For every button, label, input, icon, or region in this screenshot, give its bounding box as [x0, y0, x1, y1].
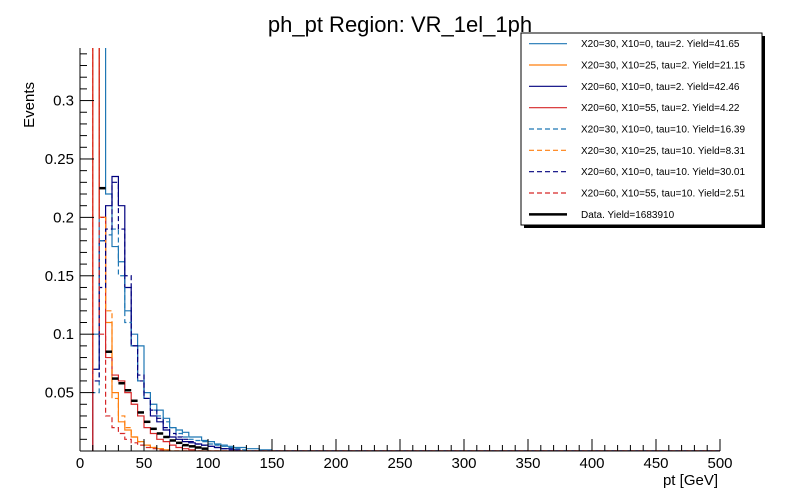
x-tick-label: 250 — [387, 455, 412, 472]
y-tick-label: 0.1 — [53, 326, 74, 343]
legend: X20=30, X10=0, tau=2. Yield=41.65 X20=30,… — [520, 32, 765, 228]
x-tick-label: 300 — [451, 455, 476, 472]
x-tick-label: 0 — [76, 455, 84, 472]
legend-entry-label: X20=30, X10=0, tau=2. Yield=41.65 — [581, 39, 740, 50]
y-tick-label: 0.3 — [53, 93, 74, 110]
series-line-7 — [92, 181, 720, 451]
y-axis-label: Events — [21, 82, 38, 128]
y-tick-label: 0.25 — [45, 151, 74, 168]
x-tick-label: 50 — [136, 455, 153, 472]
y-tick-label: 0.15 — [45, 268, 74, 285]
chart-title: ph_pt Region: VR_1el_1ph — [268, 12, 532, 37]
legend-entry-label: X20=60, X10=55, tau=10. Yield=2.51 — [581, 189, 745, 200]
axes: 0 50 100 150 200 250 300 350 400 450 500 0.05 0.1 0.1… — [45, 48, 733, 472]
legend-entry-label: X20=30, X10=25, tau=2. Yield=21.15 — [581, 61, 745, 72]
legend-entry-label: X20=30, X10=0, tau=10. Yield=16.39 — [581, 125, 745, 136]
legend-entry-label: X20=30, X10=25, tau=10. Yield=8.31 — [581, 146, 745, 157]
legend-entry-label: X20=60, X10=0, tau=10. Yield=30.01 — [581, 167, 745, 178]
x-tick-label: 500 — [707, 455, 732, 472]
x-tick-label: 450 — [643, 455, 668, 472]
x-tick-label: 150 — [259, 455, 284, 472]
x-tick-label: 350 — [515, 455, 540, 472]
y-tick-label: 0.2 — [53, 209, 74, 226]
x-axis-label: pt [GeV] — [663, 472, 718, 489]
data-points-layer — [99, 186, 208, 450]
y-tick-label: 0.05 — [45, 385, 74, 402]
x-tick-label: 200 — [323, 455, 348, 472]
legend-entry-label: X20=60, X10=55, tau=2. Yield=4.22 — [581, 103, 740, 114]
series-line-5 — [92, 228, 720, 451]
legend-entry-label: X20=60, X10=0, tau=2. Yield=42.46 — [581, 82, 740, 93]
series-line-6 — [92, 48, 720, 451]
legend-entry-label: Data. Yield=1683910 — [581, 210, 675, 221]
x-tick-label: 400 — [579, 455, 604, 472]
x-tick-label: 100 — [195, 455, 220, 472]
